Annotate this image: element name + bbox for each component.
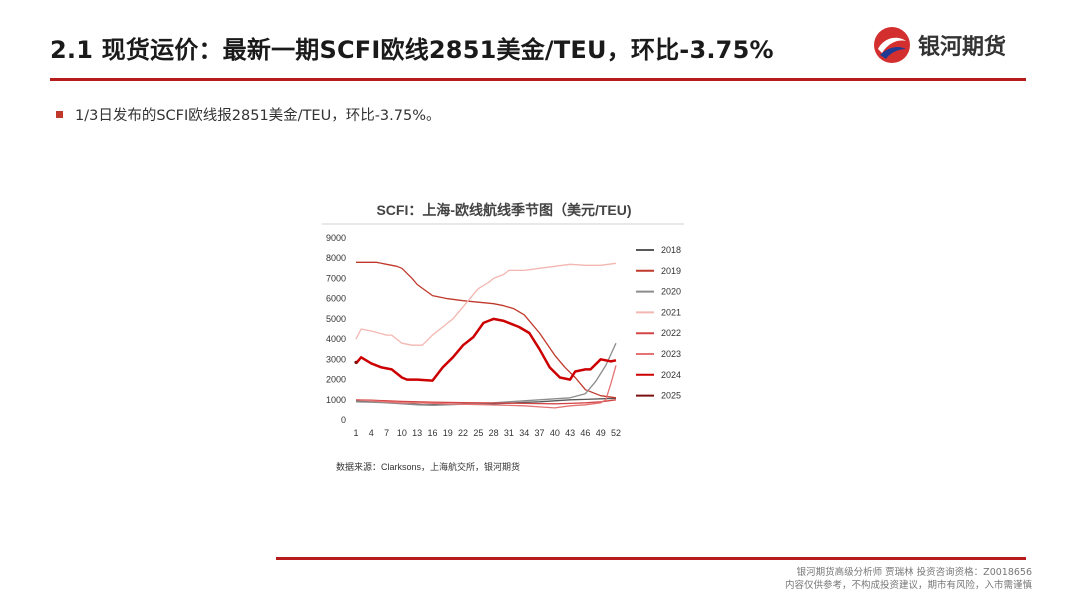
series-layer — [354, 261, 617, 409]
galaxy-logo-icon — [874, 27, 910, 63]
series-line-2022 — [355, 399, 617, 405]
legend-label-2025: 2025 — [661, 391, 681, 401]
series-point-2025 — [354, 360, 358, 364]
x-tick-label: 4 — [369, 428, 374, 438]
y-tick-label: 4000 — [326, 334, 346, 344]
page-title: 2.1 现货运价：最新一期SCFI欧线2851美金/TEU，环比-3.75% — [50, 36, 774, 64]
y-axis: 0 1000 2000 3000 4000 5000 6000 7000 8000 9000 — [326, 233, 346, 425]
legend: 2018 2019 2020 2021 2022 2023 2024 2025 — [636, 245, 681, 401]
legend-label-2024: 2024 — [661, 370, 681, 380]
x-tick-label: 7 — [384, 428, 389, 438]
x-tick-label: 25 — [473, 428, 483, 438]
x-tick-label: 43 — [565, 428, 575, 438]
footer-disclaimer: 内容仅供参考，不构成投资建议，期市有风险，入市需谨慎 — [784, 580, 1032, 591]
y-tick-label: 6000 — [326, 294, 346, 304]
y-tick-label: 5000 — [326, 314, 346, 324]
x-tick-label: 49 — [596, 428, 606, 438]
legend-label-2023: 2023 — [661, 349, 681, 359]
legend-label-2021: 2021 — [661, 307, 681, 317]
bullet-item: 1/3日发布的SCFI欧线报2851美金/TEU，环比-3.75%。 — [56, 104, 441, 125]
x-tick-label: 34 — [519, 428, 529, 438]
footer-analyst: 银河期货高级分析师 贾瑞林 投资咨询资格：Z0018656 — [796, 567, 1032, 578]
series-line-2021 — [355, 262, 617, 346]
header-divider — [50, 78, 1026, 81]
legend-label-2020: 2020 — [661, 287, 681, 297]
chart-title: SCFI：上海-欧线航线季节图（美元/TEU) — [376, 202, 631, 218]
legend-label-2019: 2019 — [661, 266, 681, 276]
chart-container: SCFI：上海-欧线航线季节图（美元/TEU) 0 1000 2000 3000 400… — [318, 190, 698, 480]
x-tick-label: 28 — [489, 428, 499, 438]
series-line-2020 — [355, 342, 617, 407]
x-tick-label: 19 — [443, 428, 453, 438]
x-tick-label: 13 — [412, 428, 422, 438]
x-tick-label: 31 — [504, 428, 514, 438]
footer-divider — [276, 557, 1026, 560]
x-tick-label: 10 — [397, 428, 407, 438]
x-tick-label: 37 — [535, 428, 545, 438]
x-tick-label: 16 — [427, 428, 437, 438]
bullet-square-icon — [56, 111, 63, 118]
y-tick-label: 7000 — [326, 273, 346, 283]
y-tick-label: 1000 — [326, 395, 346, 405]
x-tick-label: 40 — [550, 428, 560, 438]
brand-name: 银河期货 — [918, 35, 1007, 60]
x-axis: 1 4 7 10 13 16 19 22 25 28 31 34 37 40 43 46 49 52 — [353, 428, 621, 438]
legend-label-2022: 2022 — [661, 328, 681, 338]
y-tick-label: 9000 — [326, 233, 346, 243]
series-line-2019 — [356, 261, 617, 399]
legend-label-2018: 2018 — [661, 245, 681, 255]
bullet-text: 1/3日发布的SCFI欧线报2851美金/TEU，环比-3.75%。 — [75, 108, 441, 124]
series-line-2023 — [355, 365, 617, 409]
line-chart: SCFI：上海-欧线航线季节图（美元/TEU) 0100020003000400… — [322, 202, 684, 472]
x-tick-label: 22 — [458, 428, 468, 438]
chart-source: 数据来源：Clarksons，上海航交所，银河期货 — [336, 461, 520, 472]
footer: 银河期货高级分析师 贾瑞林 投资咨询资格：Z0018656 内容仅供参考，不构成… — [785, 566, 1032, 592]
brand-logo: 银河期货 — [872, 24, 1006, 66]
y-tick-label: 2000 — [326, 375, 346, 385]
y-tick-label: 3000 — [326, 354, 346, 364]
x-tick-label: 52 — [611, 428, 621, 438]
y-tick-label: 0 — [341, 415, 346, 425]
series-line-2024 — [355, 317, 617, 382]
x-tick-label: 46 — [580, 428, 590, 438]
y-tick-label: 8000 — [326, 253, 346, 263]
x-tick-label: 1 — [353, 428, 358, 438]
